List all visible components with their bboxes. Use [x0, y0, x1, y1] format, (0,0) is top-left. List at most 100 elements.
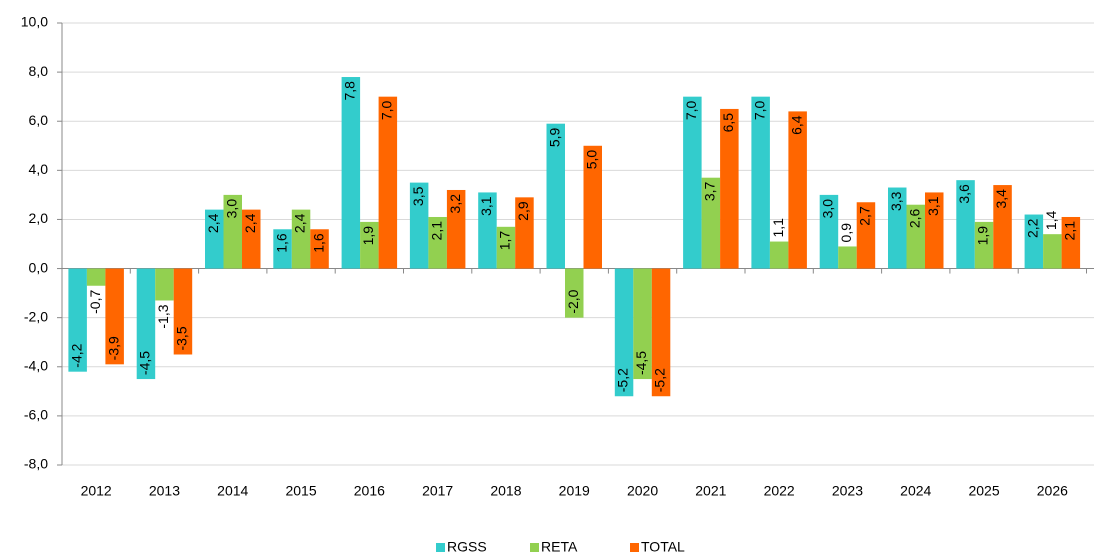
bar: [614, 268, 634, 397]
bar: [993, 185, 1012, 269]
data-label: -3,9: [105, 336, 121, 360]
bar: [341, 77, 361, 269]
bar: [1024, 214, 1044, 269]
x-tick-label: 2021: [695, 483, 726, 499]
bar: [906, 204, 925, 269]
x-tick-label: 2015: [285, 483, 316, 499]
bar: [856, 202, 876, 269]
data-label: 3,6: [956, 184, 972, 204]
data-label: 1,9: [975, 226, 991, 246]
data-label: 6,4: [788, 115, 804, 135]
legend-swatch: [530, 543, 539, 552]
y-tick-label: 10,0: [21, 14, 48, 30]
data-label: 1,9: [360, 226, 376, 246]
bar: [242, 209, 261, 269]
bar: [273, 229, 292, 269]
legend-label: TOTAL: [641, 539, 685, 555]
bar: [409, 182, 429, 269]
data-label: -3,5: [174, 326, 190, 350]
data-label: -5,2: [652, 368, 668, 392]
bar: [496, 226, 516, 269]
data-label: 7,0: [751, 100, 767, 120]
x-tick-label: 2019: [559, 483, 590, 499]
bar: [310, 229, 329, 269]
y-tick-label: -6,0: [24, 407, 48, 423]
data-label: 3,3: [888, 191, 904, 211]
y-tick-label: 0,0: [29, 259, 49, 275]
data-label: 3,7: [702, 181, 718, 201]
bar: [1061, 216, 1081, 269]
data-label: 3,4: [993, 189, 1009, 209]
data-label: 3,1: [925, 196, 941, 216]
bar: [515, 197, 534, 269]
bar: [633, 268, 652, 380]
data-label: -0,7: [87, 290, 103, 314]
bar: [478, 192, 497, 269]
x-tick-label: 2014: [217, 483, 248, 499]
y-tick-label: 6,0: [29, 112, 49, 128]
y-tick-label: 2,0: [29, 210, 49, 226]
bar: [223, 194, 242, 269]
x-tick-label: 2020: [627, 483, 658, 499]
data-label: 7,0: [379, 100, 395, 120]
data-label: -4,2: [68, 343, 84, 367]
bar: [1043, 234, 1062, 269]
data-label: 2,4: [292, 213, 308, 233]
bar: [788, 111, 807, 269]
bar: [838, 246, 857, 269]
data-label: 1,7: [497, 231, 513, 251]
data-label: -5,2: [615, 368, 631, 392]
data-label: 3,5: [410, 186, 426, 206]
data-label: -4,5: [137, 351, 153, 375]
bar: [446, 189, 466, 269]
data-label: 2,4: [242, 213, 258, 233]
bar: [701, 177, 721, 269]
data-label: 0,9: [838, 223, 854, 243]
bar: [819, 194, 839, 269]
bar: [173, 268, 193, 355]
bar: [720, 108, 739, 269]
data-label: 2,1: [1062, 221, 1078, 241]
bar: [546, 123, 565, 269]
y-tick-label: -8,0: [24, 456, 48, 472]
bar: [360, 221, 379, 269]
x-tick-label: 2026: [1037, 483, 1068, 499]
bar: [583, 145, 602, 269]
bar: [155, 268, 174, 301]
data-label: 6,5: [720, 113, 736, 133]
x-tick-label: 2013: [149, 483, 180, 499]
x-tick-label: 2016: [354, 483, 385, 499]
x-tick-label: 2022: [764, 483, 795, 499]
data-label: 5,0: [583, 150, 599, 170]
bar: [888, 187, 907, 269]
data-label: 2,4: [205, 213, 221, 233]
data-label: -4,5: [633, 351, 649, 375]
bar: [428, 216, 447, 269]
data-label: -2,0: [565, 289, 581, 313]
data-label: 2,1: [428, 221, 444, 241]
legend-swatch: [630, 543, 639, 552]
data-label: 5,9: [546, 127, 562, 147]
data-label: 2,7: [857, 206, 873, 226]
data-label: 1,6: [273, 233, 289, 253]
bar: [291, 209, 311, 269]
y-tick-label: -4,0: [24, 357, 48, 373]
data-label: 3,1: [478, 196, 494, 216]
bar: [956, 180, 975, 269]
bar: [565, 268, 584, 318]
x-tick-label: 2017: [422, 483, 453, 499]
data-label: 1,4: [1043, 211, 1059, 231]
bar: [651, 268, 671, 397]
data-label: 7,0: [683, 100, 699, 120]
legend-swatch: [436, 543, 445, 552]
bar: [683, 96, 702, 269]
data-label: 1,6: [310, 233, 326, 253]
x-tick-label: 2012: [81, 483, 112, 499]
data-label: 7,8: [342, 81, 358, 101]
y-tick-label: 8,0: [29, 63, 49, 79]
y-tick-label: 4,0: [29, 161, 49, 177]
legend-label: RGSS: [447, 539, 487, 555]
data-label: 2,6: [906, 209, 922, 229]
data-label: -1,3: [155, 304, 171, 328]
